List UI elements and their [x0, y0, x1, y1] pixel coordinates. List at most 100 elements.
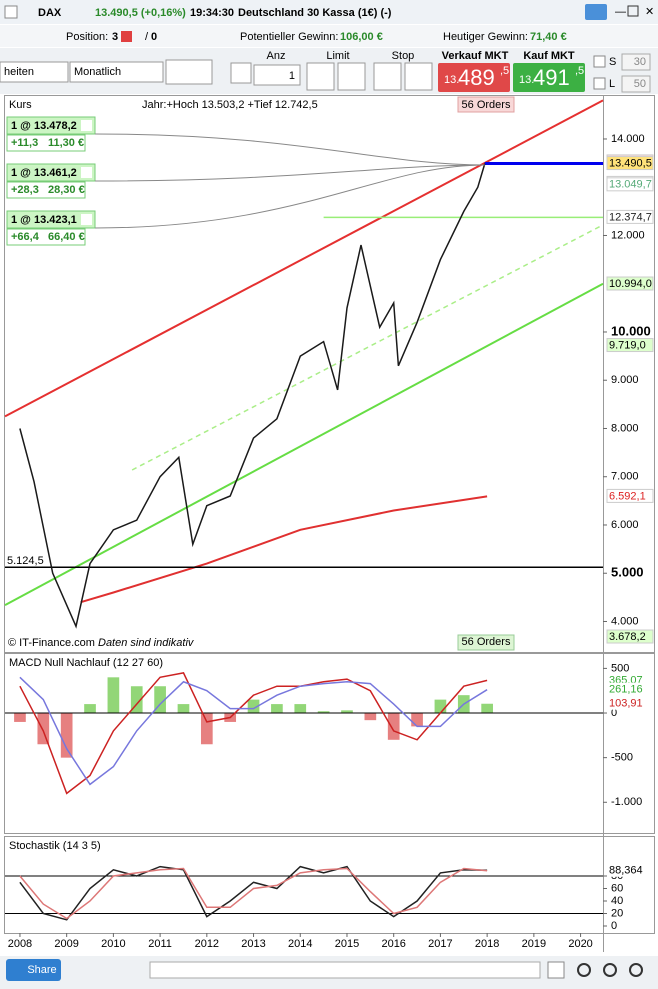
order-label: 1 @ 13.423,1	[11, 214, 77, 226]
instrument: Deutschland 30 Kassa (1€) (-)	[238, 7, 392, 19]
symbol[interactable]: DAX	[38, 7, 62, 19]
orders: 0	[151, 31, 157, 43]
y-tick-label: 6.000	[611, 519, 639, 531]
price-tag-label: 261,16	[609, 684, 643, 696]
s-input[interactable]	[621, 53, 651, 71]
y-tick-label: 500	[611, 662, 629, 674]
y-tick-label: 14.000	[611, 133, 645, 145]
period: Monatlich	[74, 66, 121, 78]
today-label: Heutiger Gewinn:	[443, 31, 528, 43]
zoom-out[interactable]	[629, 963, 643, 977]
histogram-bar	[294, 704, 307, 714]
histogram-bar	[37, 713, 50, 745]
x-tick-label: 2016	[381, 938, 405, 950]
histogram-bar	[341, 710, 353, 714]
share-button[interactable]	[6, 959, 61, 981]
price-tag-label: 6.592,1	[609, 490, 646, 502]
histogram-bar	[130, 686, 143, 714]
price-tag	[607, 682, 653, 696]
order-profit: 28,30 €	[48, 184, 85, 196]
overlay-line	[131, 224, 604, 471]
sell-button[interactable]	[438, 63, 510, 92]
macd-line	[19, 672, 488, 795]
keyboard-button[interactable]	[585, 4, 607, 20]
zoom-in[interactable]	[603, 963, 617, 977]
limit-buy[interactable]	[306, 62, 335, 91]
price-tag-label: 3.678,2	[609, 631, 646, 643]
price-tag-label: 13.049,7	[609, 179, 652, 191]
l-input[interactable]	[621, 75, 651, 93]
units-dropdown[interactable]	[0, 61, 69, 83]
chart-subtitle: Jahr:+Hoch 13.503,2 +Tief 12.742,5	[142, 99, 318, 111]
units: heiten	[4, 66, 34, 78]
order-points: +66,4	[11, 231, 40, 243]
order-box	[6, 116, 96, 135]
macd-line	[19, 676, 488, 786]
order-pl	[6, 181, 86, 199]
l-checkbox[interactable]	[593, 77, 606, 90]
buy-suffix: ,5	[575, 65, 584, 77]
x-tick-label: 2009	[54, 938, 78, 950]
price-line	[19, 163, 486, 629]
stop-sell[interactable]	[404, 62, 433, 91]
x-tick-label: 2015	[335, 938, 359, 950]
level-label: 5.124,5	[7, 555, 44, 567]
period-dropdown[interactable]	[69, 61, 164, 83]
zoom-fit[interactable]	[577, 963, 591, 977]
s-value: 30	[634, 56, 646, 68]
close-button[interactable]: ✕	[645, 6, 654, 18]
limit-label: Limit	[326, 50, 349, 62]
y-tick-label: 4.000	[611, 615, 639, 627]
price-tag-label: 13.490,5	[609, 157, 652, 169]
histogram-bar	[14, 713, 26, 722]
order-connector	[94, 164, 485, 229]
histogram-bar	[60, 713, 73, 758]
y-tick-label: 9.000	[611, 374, 639, 386]
order-connector	[94, 133, 485, 166]
limit-sell[interactable]	[337, 62, 366, 91]
price-tag	[606, 629, 654, 644]
histogram-bar	[411, 713, 423, 727]
s-checkbox[interactable]	[593, 55, 606, 68]
checkbox[interactable]	[4, 5, 18, 19]
orders-top: 56 Orders	[462, 99, 511, 111]
x-tick-label: 2020	[568, 938, 592, 950]
scrollbar[interactable]	[149, 961, 541, 979]
y-tick-label: 5.000	[611, 565, 644, 580]
panel-title: MACD Null Nachlauf (12 27 60)	[9, 657, 163, 669]
y-tick-label: 8.000	[611, 422, 639, 434]
y-tick-label: 10.000	[611, 323, 651, 338]
close-position[interactable]	[121, 31, 132, 42]
l-value: 50	[634, 78, 646, 90]
potential-label: Potentieller Gewinn:	[240, 31, 338, 43]
share-label: Share	[27, 964, 56, 976]
order-close[interactable]	[81, 214, 92, 225]
buy-label: Kauf MKT	[523, 50, 575, 62]
order-close[interactable]	[81, 167, 92, 178]
sell-suffix: ,5	[500, 65, 509, 77]
order-profit: 11,30 €	[48, 137, 84, 149]
y-tick-label: -500	[611, 752, 633, 764]
order-label: 1 @ 13.461,2	[11, 167, 77, 179]
order-close[interactable]	[81, 120, 92, 131]
indicator-button[interactable]	[165, 59, 213, 85]
buy-button[interactable]	[513, 63, 585, 92]
minimize-button[interactable]: —	[615, 6, 626, 18]
price-tag	[606, 488, 654, 503]
x-tick-label: 2017	[428, 938, 452, 950]
order-label: 1 @ 13.478,2	[11, 120, 77, 132]
x-tick-label: 2010	[101, 938, 125, 950]
y-tick-label: 7.000	[611, 471, 639, 483]
maximize-button[interactable]	[627, 5, 639, 17]
histogram-bar	[271, 704, 283, 714]
stop-buy[interactable]	[373, 62, 402, 91]
quantity: 1	[289, 70, 295, 82]
tool-button[interactable]	[230, 62, 252, 84]
stoch-panel	[4, 836, 655, 934]
quantity-input[interactable]	[253, 64, 301, 86]
disclaimer: Daten sind indikativ	[98, 637, 195, 649]
scroll-end[interactable]	[547, 961, 565, 979]
y-tick-label: 20	[611, 907, 623, 919]
panel-title: Stochastik (14 3 5)	[9, 840, 101, 852]
